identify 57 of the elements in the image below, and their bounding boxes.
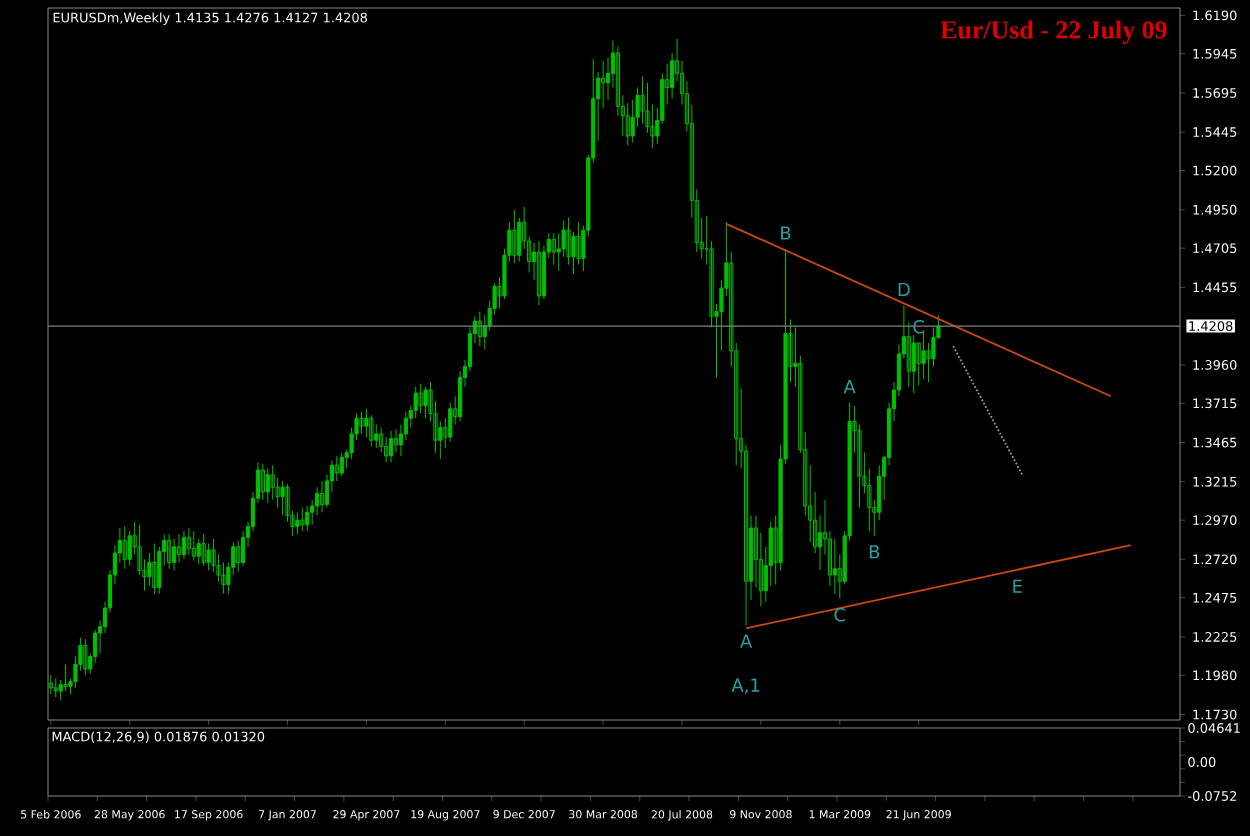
candlestick: [63, 663, 68, 692]
candlestick: [832, 538, 837, 595]
annotation: A: [740, 634, 753, 648]
chart-title: Eur/Usd - 22 July 09: [940, 20, 1167, 44]
candlestick: [369, 414, 374, 447]
candlestick: [300, 507, 305, 532]
candlestick: [211, 538, 216, 573]
candlestick: [83, 638, 88, 676]
candlestick: [576, 221, 581, 266]
candlestick: [48, 674, 53, 695]
candlestick: [448, 402, 453, 443]
candlestick: [241, 530, 246, 567]
candlestick: [393, 428, 399, 454]
annotation: D: [898, 282, 910, 296]
candlestick: [566, 217, 571, 266]
annotation: B: [869, 545, 880, 559]
candlestick: [295, 511, 300, 535]
candlestick: [388, 430, 394, 463]
candlestick: [171, 538, 177, 571]
candlestick: [196, 538, 201, 565]
candlestick: [536, 240, 542, 306]
candlestick: [418, 383, 423, 415]
candlestick: [305, 505, 310, 532]
candlestick: [384, 436, 389, 463]
annotation: A,1: [731, 678, 760, 694]
annotation: C: [834, 607, 846, 622]
candlestick: [319, 480, 325, 513]
candlestick: [221, 561, 226, 595]
candlestick: [152, 543, 157, 595]
candlestick: [364, 408, 369, 438]
annotation: E: [1013, 579, 1022, 593]
annotation: B: [781, 226, 791, 240]
candlestick: [181, 530, 187, 560]
candlestick: [122, 525, 127, 570]
candlestick: [176, 533, 182, 563]
candlestick: [423, 386, 428, 419]
candlestick: [625, 102, 630, 146]
candlestick: [127, 530, 132, 567]
candlestick: [379, 427, 384, 454]
candlestick: [280, 480, 285, 516]
candlestick: [186, 527, 191, 556]
candlestick: [53, 677, 58, 698]
candlestick: [477, 311, 482, 347]
candlestick: [270, 464, 275, 501]
candlestick: [512, 209, 517, 264]
candlestick: [191, 530, 196, 562]
candlestick: [640, 76, 645, 125]
candlestick: [921, 329, 926, 380]
annotation: A: [843, 380, 856, 394]
candlestick: [551, 232, 556, 266]
candlestick: [167, 533, 172, 570]
candlestick: [147, 552, 152, 587]
candlestick: [359, 411, 364, 435]
candlestick: [201, 533, 206, 567]
candlestick: [339, 452, 344, 477]
candlestick: [265, 467, 270, 504]
candlestick: [260, 463, 265, 501]
